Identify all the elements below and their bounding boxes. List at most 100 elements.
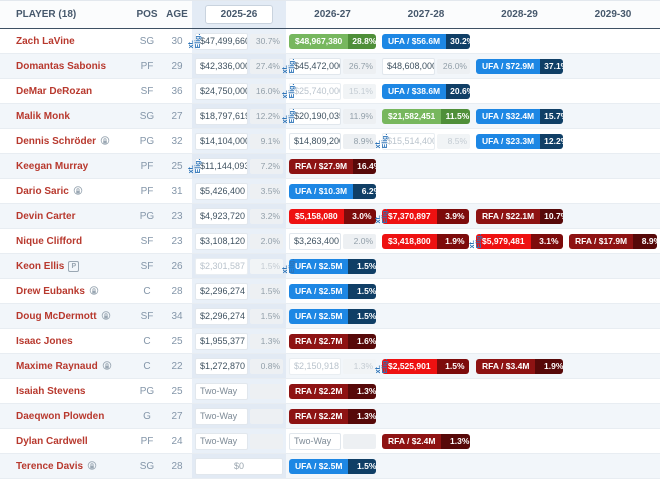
contract-lock-icon[interactable] — [101, 311, 111, 321]
cell-2025-26: $2,301,587 1.5% — [192, 254, 286, 278]
cell-2027-28 — [379, 279, 473, 303]
player-name-link[interactable]: Malik Monk — [16, 110, 70, 122]
cell-2026-27: UFA / $2.5M 1.5% — [286, 454, 379, 478]
cap-percent — [250, 383, 283, 399]
pill-percent: 1.5% — [436, 358, 469, 374]
player-name-link[interactable]: Isaac Jones — [16, 335, 73, 347]
header-player[interactable]: PLAYER (18) — [16, 9, 77, 20]
player-name-link[interactable]: Zach LaVine — [16, 35, 75, 47]
player-age: 28 — [171, 285, 183, 297]
pill-percent: 8.9% — [633, 233, 657, 249]
player-row: Keon Ellis P SF 26 $2,301,587 1.5% xt. Elig. UF… — [0, 254, 660, 279]
contract-lock-icon[interactable] — [87, 461, 97, 471]
player-name-link[interactable]: Daeqwon Plowden — [16, 410, 105, 422]
player-name-link[interactable]: Dylan Cardwell — [16, 435, 88, 447]
player-name-cell: Doug McDermott — [0, 311, 132, 322]
player-name-link[interactable]: Devin Carter — [16, 210, 76, 222]
p-option-icon[interactable]: P — [68, 260, 80, 272]
pill-percent: 1.3% — [348, 408, 376, 424]
cell-2029-30 — [566, 429, 660, 453]
player-position: SF — [140, 85, 154, 97]
player-name-link[interactable]: Isaiah Stevens — [16, 385, 86, 397]
header-season-2029-30[interactable]: 2029-30 — [594, 9, 632, 20]
cap-percent: 12.2% — [250, 108, 283, 124]
cell-2027-28: $3,418,800 1.9% — [379, 229, 473, 253]
contract-lock-icon[interactable] — [100, 136, 110, 146]
rfa-pill: RFA / $2.2M 1.3% — [289, 383, 376, 399]
cell-2026-27: RFA / $2.7M 1.6% — [286, 329, 379, 353]
player-age: 23 — [171, 210, 183, 222]
header-age[interactable]: AGE — [166, 9, 188, 20]
cell-2025-26: $1,272,870 0.8% — [192, 354, 286, 378]
player-name-cell: Keegan Murray — [0, 161, 132, 172]
player-name-cell: Drew Eubanks — [0, 286, 132, 297]
header-season-2027-28[interactable]: 2027-28 — [407, 9, 445, 20]
rfa-pill: RFA / $17.9M8.9% — [569, 233, 657, 249]
player-name-link[interactable]: Terence Davis — [16, 460, 84, 472]
salary-value: $47,499,660 — [195, 32, 248, 50]
selected-season-box[interactable]: 2025-26 — [204, 5, 274, 24]
player-row: Zach LaVine SG 30 xt. Elig. $47,499,660 30.7%… — [0, 29, 660, 54]
salary-value: $2,296,274 — [195, 282, 248, 300]
pill-value: RFA / $3.4M — [476, 358, 536, 374]
header-season-2026-27[interactable]: 2026-27 — [314, 9, 351, 20]
salary-value: $15,514,400 — [382, 132, 435, 150]
cell-2028-29 — [473, 79, 566, 103]
player-name-link[interactable]: Drew Eubanks — [16, 285, 85, 297]
cell-2029-30 — [566, 379, 660, 403]
contract-lock-icon[interactable] — [73, 186, 83, 196]
player-name-link[interactable]: Dario Saric — [16, 185, 69, 197]
salary-value: $2,296,274 — [195, 307, 248, 325]
player-position: SF — [140, 310, 154, 322]
player-name-link[interactable]: Nique Clifford — [16, 235, 83, 247]
contract-lock-icon[interactable] — [102, 361, 112, 371]
player-age: 30 — [171, 35, 183, 47]
pill-value: RFA / $17.9M — [569, 233, 634, 249]
player-name-cell: Devin Carter — [0, 211, 132, 222]
cell-2029-30 — [566, 404, 660, 428]
p-option-badge: P — [68, 260, 80, 272]
player-name-cell: Dario Saric — [0, 186, 132, 197]
cell-2029-30 — [566, 254, 660, 278]
player-row: Isaiah Stevens PG 25 Two-Way RFA / $2.2M 1.3% — [0, 379, 660, 404]
cell-2026-27: UFA / $2.5M 1.5% — [286, 304, 379, 328]
player-name-link[interactable]: Domantas Sabonis — [16, 60, 107, 72]
player-name-cell: Terence Davis — [0, 461, 132, 472]
cell-2026-27: xt. Elig. $20,190,035 11.9% — [282, 104, 379, 128]
player-position: SF — [140, 260, 154, 272]
salary-value: $42,336,000 — [195, 57, 248, 75]
player-name-cell: Zach LaVine — [0, 36, 132, 47]
player-age: 25 — [171, 335, 183, 347]
player-name-link[interactable]: Keegan Murray — [16, 160, 89, 172]
cap-percent: 30.7% — [250, 33, 283, 49]
player-name-cell: Nique Clifford — [0, 236, 132, 247]
player-name-link[interactable]: Maxime Raynaud — [16, 360, 98, 372]
header-pos[interactable]: POS — [136, 9, 158, 20]
player-name-link[interactable]: DeMar DeRozan — [16, 85, 93, 97]
player-name-link[interactable]: Keon Ellis — [16, 260, 65, 272]
player-name-link[interactable]: Doug McDermott — [16, 310, 97, 322]
player-row: DeMar DeRozan SF 36 $24,750,000 16.0% xt. Eli… — [0, 79, 660, 104]
pill-percent: 37.1% — [540, 58, 563, 74]
cap-percent: 1.5% — [250, 283, 283, 299]
cell-2027-28: $21,582,451 11.5% — [379, 104, 473, 128]
player-position: SG — [139, 460, 155, 472]
player-position: PF — [140, 435, 154, 447]
player-name-cell: Isaiah Stevens — [0, 386, 132, 397]
pill-value: RFA / $2.7M — [289, 333, 349, 349]
cap-percent: 3.5% — [250, 183, 283, 199]
player-name-link[interactable]: Dennis Schröder — [16, 135, 97, 147]
header-season-2025-26[interactable]: 2025-26 — [192, 1, 286, 28]
cell-2029-30 — [566, 454, 660, 478]
ufa-pill: UFA / $2.5M 1.5% — [289, 458, 376, 474]
player-row: Dylan Cardwell PF 24 Two-Way Two-Way RFA / $2… — [0, 429, 660, 454]
contract-lock-icon[interactable] — [89, 286, 99, 296]
player-age: 25 — [171, 385, 183, 397]
header-season-2028-29[interactable]: 2028-29 — [501, 9, 538, 20]
cell-2029-30 — [566, 354, 660, 378]
option-pill: $5,979,481 3.1% — [476, 233, 563, 249]
